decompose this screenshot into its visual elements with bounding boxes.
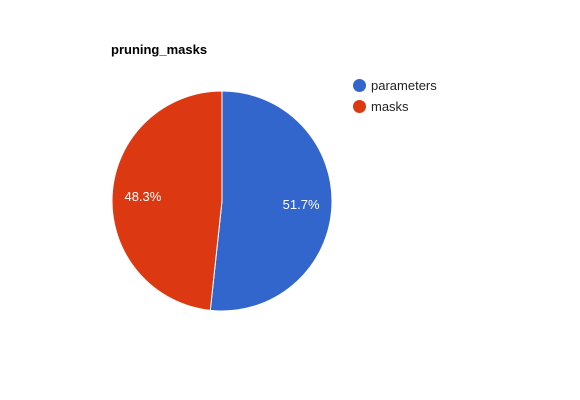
legend-label-masks: masks xyxy=(371,99,409,114)
legend-swatch-masks xyxy=(353,100,366,113)
legend-item-parameters[interactable]: parameters xyxy=(353,75,437,96)
slice-label-masks: 48.3% xyxy=(124,189,161,204)
legend-label-parameters: parameters xyxy=(371,78,437,93)
pie-slice-parameters[interactable] xyxy=(209,90,333,312)
legend-swatch-parameters xyxy=(353,79,366,92)
legend-item-masks[interactable]: masks xyxy=(353,96,437,117)
legend: parameters masks xyxy=(353,75,437,117)
pie-slice-masks[interactable] xyxy=(111,90,223,311)
chart-title: pruning_masks xyxy=(111,42,208,57)
slice-label-parameters: 51.7% xyxy=(283,197,320,212)
